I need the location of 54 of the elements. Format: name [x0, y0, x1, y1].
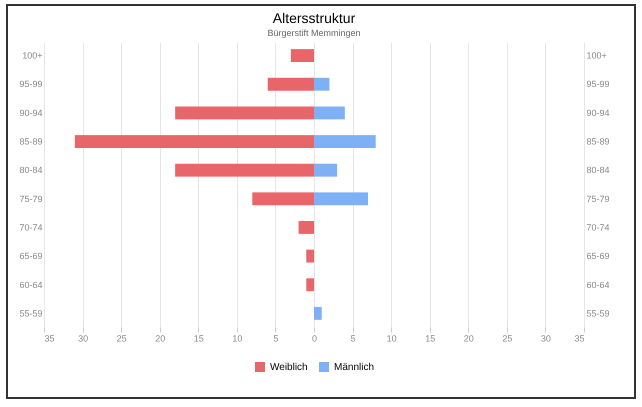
bar — [268, 78, 314, 91]
category-label: 55-59 — [586, 308, 610, 318]
y-tick-label: 90-94 — [19, 108, 42, 118]
y-tick-label: 80-84 — [19, 165, 42, 176]
x-tick-label: 30 — [540, 334, 551, 344]
category-label: 85-89 — [586, 136, 610, 147]
legend-label: Männlich — [334, 362, 374, 373]
category-label: 100+ — [586, 50, 607, 61]
y-tick-label: 60-64 — [19, 280, 42, 290]
bar — [175, 106, 314, 120]
category-label: 95-99 — [586, 79, 610, 90]
x-tick-label: 35 — [574, 334, 584, 344]
category-label: 75-79 — [586, 194, 610, 204]
y-tick-label: 70-74 — [19, 222, 42, 232]
bar — [314, 78, 330, 91]
x-tick-label: 20 — [464, 334, 474, 344]
y-tick-label: 65-69 — [19, 251, 42, 262]
bar — [314, 106, 345, 120]
x-tick-label: 0 — [312, 334, 318, 344]
chart-title: Altersstruktur — [272, 10, 356, 26]
x-tick-label: 10 — [232, 334, 242, 344]
bar — [290, 49, 314, 62]
bar — [306, 278, 314, 292]
y-tick-label: 85-89 — [19, 136, 42, 147]
x-tick-label: 25 — [116, 334, 127, 344]
x-tick-label: 25 — [502, 334, 512, 344]
x-tick-label: 5 — [273, 334, 278, 344]
x-tick-label: 5 — [350, 334, 356, 344]
category-label: 90-94 — [586, 108, 610, 118]
bar — [314, 306, 322, 320]
chart-subtitle: Bürgerstift Memmingen — [267, 28, 361, 38]
x-tick-label: 10 — [386, 334, 397, 344]
bar — [314, 164, 338, 177]
y-tick-label: 55-59 — [19, 308, 42, 318]
bar — [298, 221, 314, 234]
bar — [314, 192, 368, 206]
legend-label: Weiblich — [270, 362, 308, 373]
bar — [74, 135, 314, 148]
y-tick-label: 100+ — [22, 50, 42, 61]
category-label: 80-84 — [586, 165, 610, 176]
x-tick-label: 15 — [194, 334, 204, 344]
x-tick-label: 15 — [425, 334, 436, 344]
y-tick-label: 95-99 — [19, 79, 42, 90]
bar — [252, 192, 314, 206]
category-label: 60-64 — [586, 280, 610, 290]
x-tick-label: 20 — [155, 334, 166, 344]
bar — [175, 164, 314, 177]
category-label: 70-74 — [586, 222, 610, 232]
x-tick-label: 35 — [44, 334, 55, 344]
x-tick-label: 30 — [78, 334, 88, 344]
category-label: 65-69 — [586, 251, 610, 262]
bar — [314, 135, 376, 148]
y-tick-label: 75-79 — [19, 194, 42, 204]
bar — [306, 250, 314, 263]
